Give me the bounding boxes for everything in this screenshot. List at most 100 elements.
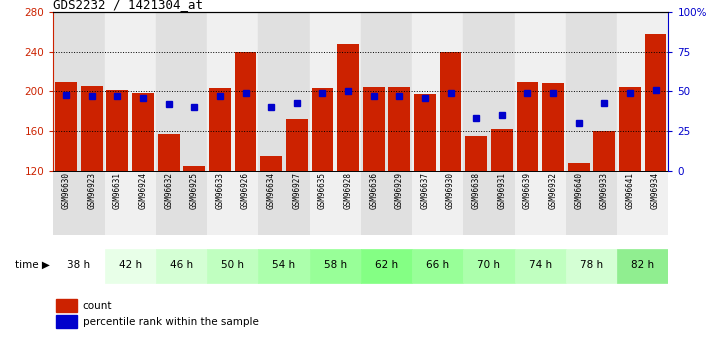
Bar xyxy=(387,12,412,171)
Text: 62 h: 62 h xyxy=(375,260,398,270)
Text: time ▶: time ▶ xyxy=(15,260,50,270)
Bar xyxy=(645,34,666,171)
Bar xyxy=(465,136,487,171)
Bar xyxy=(258,171,284,235)
Bar xyxy=(309,171,335,235)
Text: 42 h: 42 h xyxy=(119,260,141,270)
Bar xyxy=(232,12,258,171)
Bar xyxy=(81,87,102,171)
Bar xyxy=(592,12,617,171)
Text: GSM96929: GSM96929 xyxy=(395,172,404,209)
Bar xyxy=(158,134,180,171)
Text: GSM96923: GSM96923 xyxy=(87,172,96,209)
Bar xyxy=(53,12,79,171)
Bar xyxy=(235,52,257,171)
Text: 38 h: 38 h xyxy=(68,260,90,270)
Bar xyxy=(258,12,284,171)
Bar xyxy=(209,88,231,171)
Text: GSM96928: GSM96928 xyxy=(343,172,353,209)
Bar xyxy=(309,12,335,171)
Text: 74 h: 74 h xyxy=(529,260,552,270)
Text: GSM96633: GSM96633 xyxy=(215,172,225,209)
Bar xyxy=(207,12,232,171)
Bar xyxy=(260,156,282,171)
Bar xyxy=(107,90,128,171)
Text: GSM96638: GSM96638 xyxy=(471,172,481,209)
Bar xyxy=(79,12,105,171)
Bar xyxy=(643,171,668,235)
Bar xyxy=(335,171,360,235)
Bar xyxy=(232,171,258,235)
Text: GSM96630: GSM96630 xyxy=(62,172,70,209)
Bar xyxy=(79,171,105,235)
Bar xyxy=(540,171,566,235)
FancyBboxPatch shape xyxy=(207,248,258,283)
Bar xyxy=(130,12,156,171)
Bar xyxy=(491,129,513,171)
Text: GSM96926: GSM96926 xyxy=(241,172,250,209)
Bar xyxy=(181,171,207,235)
Bar xyxy=(592,171,617,235)
FancyBboxPatch shape xyxy=(412,248,464,283)
Bar xyxy=(489,171,515,235)
Bar xyxy=(363,87,385,171)
Text: GSM96640: GSM96640 xyxy=(574,172,583,209)
FancyBboxPatch shape xyxy=(156,248,207,283)
Text: 54 h: 54 h xyxy=(272,260,296,270)
Bar xyxy=(387,171,412,235)
FancyBboxPatch shape xyxy=(566,248,617,283)
Bar xyxy=(566,12,592,171)
Bar xyxy=(489,12,515,171)
Text: GSM96634: GSM96634 xyxy=(267,172,276,209)
Bar xyxy=(617,171,643,235)
Bar xyxy=(311,88,333,171)
Text: percentile rank within the sample: percentile rank within the sample xyxy=(83,317,259,327)
Bar xyxy=(335,12,360,171)
Bar xyxy=(286,119,308,171)
Text: GSM96631: GSM96631 xyxy=(113,172,122,209)
Bar xyxy=(132,93,154,171)
Text: GSM96931: GSM96931 xyxy=(497,172,506,209)
Bar xyxy=(619,87,641,171)
Bar xyxy=(55,82,77,171)
Bar xyxy=(360,171,387,235)
FancyBboxPatch shape xyxy=(360,248,412,283)
Text: GSM96924: GSM96924 xyxy=(139,172,147,209)
Bar xyxy=(183,166,205,171)
FancyBboxPatch shape xyxy=(53,248,105,283)
Bar xyxy=(540,12,566,171)
Bar xyxy=(56,315,77,328)
Bar xyxy=(542,83,564,171)
Bar xyxy=(566,171,592,235)
Bar xyxy=(568,163,589,171)
Bar xyxy=(643,12,668,171)
Bar xyxy=(53,171,79,235)
Bar xyxy=(438,171,464,235)
Text: GSM96932: GSM96932 xyxy=(548,172,557,209)
Bar xyxy=(439,52,461,171)
Text: GSM96641: GSM96641 xyxy=(626,172,634,209)
Text: count: count xyxy=(83,301,112,311)
Bar xyxy=(464,12,489,171)
Bar xyxy=(207,171,232,235)
Bar xyxy=(515,171,540,235)
Text: 82 h: 82 h xyxy=(631,260,654,270)
Bar xyxy=(284,171,309,235)
Bar xyxy=(156,12,181,171)
Bar xyxy=(56,299,77,312)
Bar xyxy=(414,95,436,171)
Bar xyxy=(105,171,130,235)
Text: GSM96930: GSM96930 xyxy=(446,172,455,209)
Bar xyxy=(438,12,464,171)
Text: 70 h: 70 h xyxy=(478,260,501,270)
Text: 58 h: 58 h xyxy=(324,260,347,270)
FancyBboxPatch shape xyxy=(309,248,360,283)
Bar xyxy=(594,131,615,171)
Bar xyxy=(412,12,438,171)
FancyBboxPatch shape xyxy=(258,248,309,283)
Bar xyxy=(284,12,309,171)
FancyBboxPatch shape xyxy=(617,248,668,283)
Bar xyxy=(516,81,538,171)
Text: 46 h: 46 h xyxy=(170,260,193,270)
Bar xyxy=(464,171,489,235)
